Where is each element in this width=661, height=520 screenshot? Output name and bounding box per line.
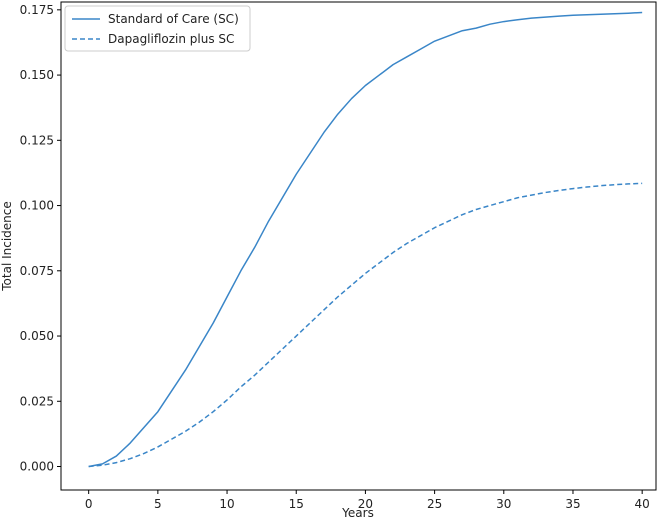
x-tick-label: 5 bbox=[154, 497, 162, 511]
x-tick-label: 25 bbox=[427, 497, 442, 511]
y-tick-label: 0.100 bbox=[20, 199, 54, 213]
y-axis: 0.000 0.025 0.050 0.075 0.100 0.125 0.150 0.175 bbox=[20, 3, 61, 474]
x-tick-label: 20 bbox=[358, 497, 373, 511]
legend-label-sc: Standard of Care (SC) bbox=[108, 12, 239, 26]
x-tick-label: 40 bbox=[635, 497, 650, 511]
y-tick-label: 0.000 bbox=[20, 460, 54, 474]
x-axis-label: Years bbox=[341, 506, 374, 520]
y-tick-label: 0.125 bbox=[20, 133, 54, 147]
y-tick-label: 0.075 bbox=[20, 264, 54, 278]
series-layer bbox=[88, 11, 643, 468]
x-tick-label: 15 bbox=[289, 497, 304, 511]
y-tick-label: 0.175 bbox=[20, 3, 54, 17]
y-axis-label: Total Incidence bbox=[0, 201, 14, 292]
legend-box bbox=[64, 5, 251, 52]
x-tick-label: 0 bbox=[85, 497, 93, 511]
legend: Standard of Care (SC) Dapagliflozin plus… bbox=[64, 5, 251, 52]
x-tick-label: 30 bbox=[496, 497, 511, 511]
y-tick-label: 0.050 bbox=[20, 329, 54, 343]
x-axis: 0 5 10 15 20 25 30 35 40 bbox=[85, 490, 650, 511]
y-tick-label: 0.150 bbox=[20, 68, 54, 82]
y-tick-label: 0.025 bbox=[20, 394, 54, 408]
series-line-0 bbox=[88, 11, 643, 468]
x-tick-label: 35 bbox=[565, 497, 580, 511]
x-tick-label: 10 bbox=[219, 497, 234, 511]
legend-label-dapagliflozin: Dapagliflozin plus SC bbox=[108, 32, 234, 46]
plot-area bbox=[60, 1, 657, 491]
series-line-1 bbox=[88, 182, 643, 468]
